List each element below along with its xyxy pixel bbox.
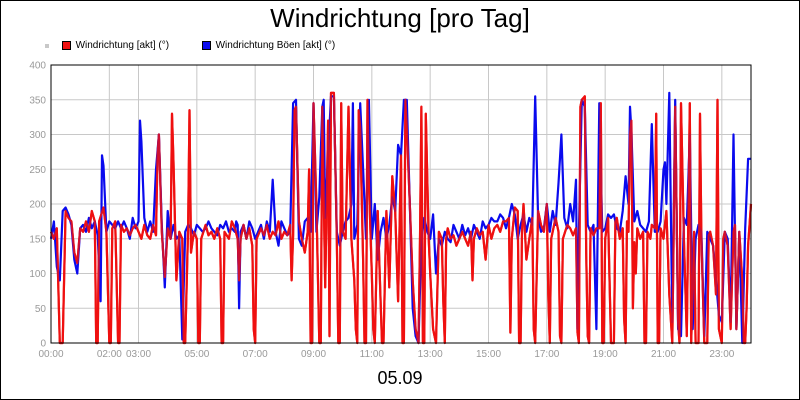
x-tick-label: 15:00 <box>476 349 501 360</box>
legend-marker <box>45 43 49 48</box>
y-tick-label: 50 <box>35 304 47 315</box>
legend-swatch-series-2 <box>201 40 211 50</box>
y-tick-label: 300 <box>29 130 46 141</box>
legend-label-series-2: Windrichtung Böen [akt] (°) <box>215 40 336 51</box>
x-tick-label: 17:00 <box>534 349 559 360</box>
x-tick-label: 09:00 <box>301 349 326 360</box>
y-tick-label: 0 <box>40 339 46 350</box>
x-tick-label: 13:00 <box>418 349 443 360</box>
x-tick-label: 05:00 <box>184 349 209 360</box>
x-tick-label: 11:00 <box>360 349 385 360</box>
x-tick-label: 07:00 <box>243 349 268 360</box>
legend-entry-series-2: Windrichtung Böen [akt] (°) <box>201 40 336 51</box>
x-tick-label: 00:00 <box>38 349 63 360</box>
legend-swatch-series-1 <box>61 40 71 50</box>
series-line-1-overlay <box>49 91 753 345</box>
y-tick-label: 350 <box>29 95 46 106</box>
chart-title: Windrichtung [pro Tag] <box>270 3 530 33</box>
x-tick-label: 23:00 <box>709 349 734 360</box>
legend-entry-series-1: Windrichtung [akt] (°) <box>61 40 170 51</box>
plot-border <box>50 64 752 344</box>
x-tick-label: 21:00 <box>651 349 676 360</box>
y-tick-label: 400 <box>29 61 46 72</box>
y-tick-label: 200 <box>29 200 46 211</box>
x-tick-label: 03:00 <box>126 349 151 360</box>
y-tick-label: 150 <box>29 234 46 245</box>
x-axis-title: 05.09 <box>377 368 423 388</box>
x-tick-label: 19:00 <box>593 349 618 360</box>
y-tick-label: 250 <box>29 165 46 176</box>
y-tick-label: 100 <box>29 269 46 280</box>
legend: Windrichtung [akt] (°) Windrichtung Böen… <box>45 40 365 54</box>
x-tick-label: 02:00 <box>97 349 122 360</box>
legend-label-series-1: Windrichtung [akt] (°) <box>75 40 170 51</box>
